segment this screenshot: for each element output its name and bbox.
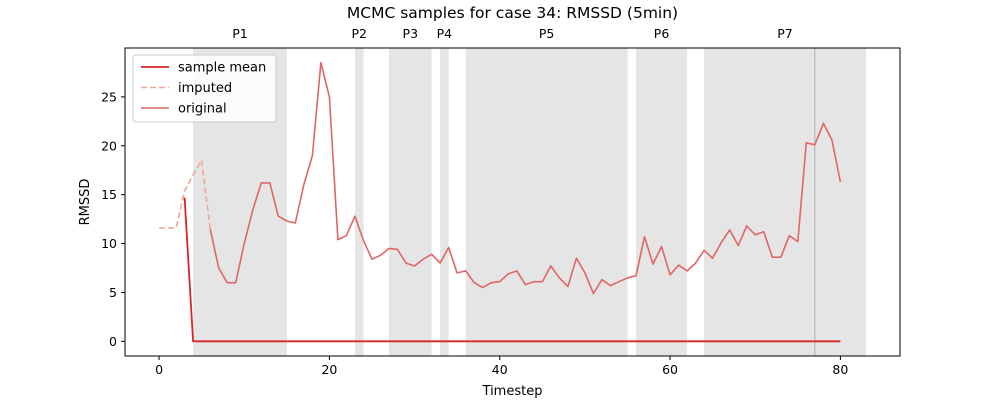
x-tick-label: 0 bbox=[155, 362, 163, 377]
legend-box bbox=[132, 54, 277, 123]
phase-label-p1: P1 bbox=[232, 26, 248, 41]
phase-region-p7 bbox=[704, 48, 866, 356]
phase-region-p3 bbox=[389, 48, 432, 356]
x-tick-label: 40 bbox=[492, 362, 508, 377]
legend: sample mean imputed original bbox=[132, 54, 277, 123]
phase-label-p3: P3 bbox=[403, 26, 419, 41]
series-line-sample-mean bbox=[183, 197, 841, 343]
y-tick-label: 25 bbox=[101, 89, 117, 104]
series-line-imputed bbox=[159, 159, 211, 229]
phase-label-p6: P6 bbox=[654, 26, 670, 41]
y-tick-label: 20 bbox=[101, 138, 117, 153]
x-tick-label: 80 bbox=[832, 362, 848, 377]
axes-frame bbox=[124, 47, 901, 357]
phase-region-p5 bbox=[465, 48, 628, 356]
phase-region-p6 bbox=[635, 48, 688, 356]
y-tick-label: 15 bbox=[101, 187, 117, 202]
series-line-original bbox=[209, 61, 842, 295]
phase-label-p2: P2 bbox=[351, 26, 367, 41]
x-tick-label: 60 bbox=[662, 362, 678, 377]
axis-ticks: 0 20 40 60 80 0 5 10 15 20 25 bbox=[101, 89, 848, 377]
series-lines bbox=[159, 61, 842, 343]
x-tick-label: 20 bbox=[321, 362, 337, 377]
y-tick-label: 0 bbox=[109, 334, 117, 349]
phase-region-p4 bbox=[440, 48, 449, 356]
y-axis-label: RMSSD bbox=[78, 179, 93, 226]
phase-label-p7: P7 bbox=[777, 26, 793, 41]
legend-label-original: original bbox=[178, 102, 227, 117]
y-tick-label: 5 bbox=[109, 285, 117, 300]
phase-label-p4: P4 bbox=[437, 26, 453, 41]
phase-regions: P1 P2 P3 P4 P5 P6 P7 bbox=[193, 26, 866, 356]
y-tick-label: 10 bbox=[101, 236, 117, 251]
legend-label-sample-mean: sample mean bbox=[178, 61, 266, 76]
chart-title: MCMC samples for case 34: RMSSD (5min) bbox=[347, 4, 678, 22]
x-axis-label: Timestep bbox=[482, 384, 543, 399]
legend-label-imputed: imputed bbox=[178, 81, 232, 96]
phase-label-p5: P5 bbox=[539, 26, 555, 41]
phase-region-p2 bbox=[354, 48, 364, 356]
